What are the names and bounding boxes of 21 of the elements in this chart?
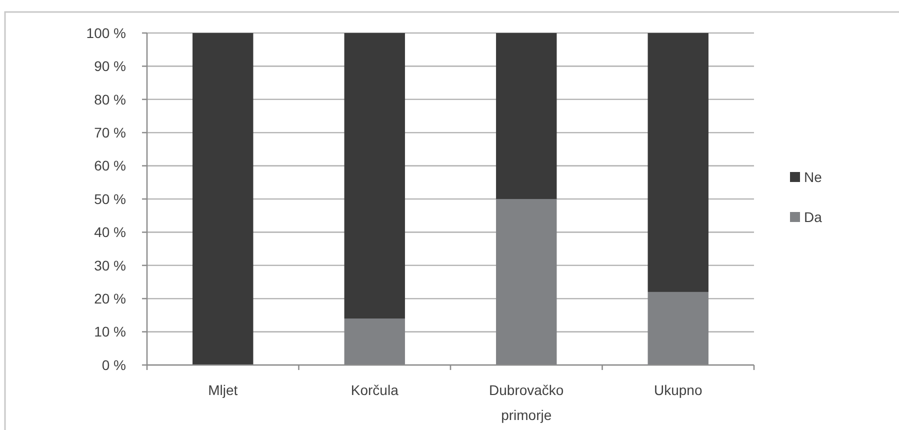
x-tick-label: Mljet	[208, 382, 238, 398]
y-tick-label: 70 %	[94, 124, 126, 140]
bar	[648, 33, 708, 292]
y-tick-label: 90 %	[94, 58, 126, 74]
x-tick-label: Ukupno	[654, 382, 702, 398]
y-tick-label: 50 %	[94, 190, 126, 207]
y-tick-label: 60 %	[94, 158, 126, 174]
bar	[496, 33, 557, 199]
y-tick-label: 10 %	[94, 324, 126, 340]
x-tick-label: Dubrovačko primorje	[489, 382, 564, 423]
y-tick-label: 40 %	[94, 224, 126, 240]
y-tick-label: 30 %	[94, 257, 126, 274]
y-tick-label: 0 %	[102, 356, 126, 373]
y-tick-label: 20 %	[94, 290, 126, 306]
y-tick-label: 100 %	[86, 24, 126, 41]
bar	[344, 33, 405, 319]
y-tick-label: 80 %	[94, 91, 126, 108]
bar	[192, 33, 254, 365]
x-tick-label: Korčula	[350, 382, 399, 398]
legend-label: Da	[804, 208, 822, 225]
legend-label: Ne	[804, 168, 822, 185]
